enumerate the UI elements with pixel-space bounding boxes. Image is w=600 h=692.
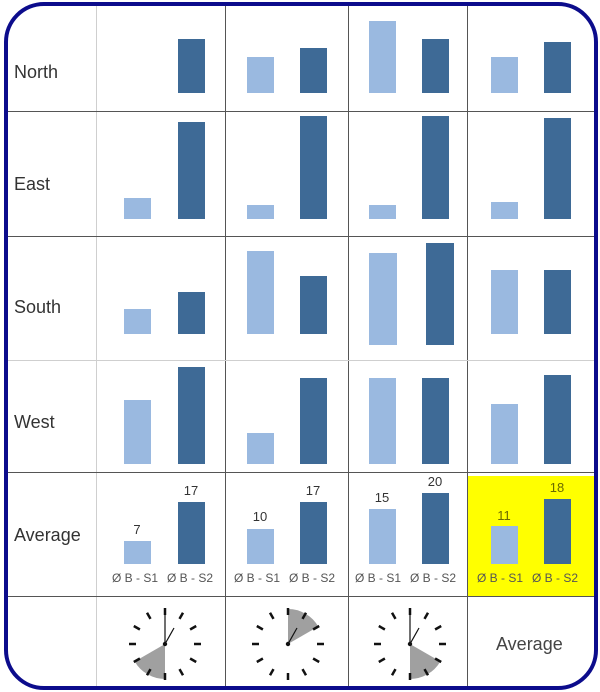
value-label-c3-s1: 15 xyxy=(374,490,390,505)
grid-line xyxy=(348,6,349,686)
grid-line xyxy=(8,236,594,237)
value-label-c2-s2: 17 xyxy=(305,483,321,498)
bar-east-c2-s2 xyxy=(300,116,327,219)
axis-label-c1-s2: Ø B - S2 xyxy=(167,571,214,585)
axis-label-c1-s1: Ø B - S1 xyxy=(112,571,159,585)
grid-line xyxy=(225,6,226,686)
row-label-west: West xyxy=(14,412,55,432)
bar-south-c4-s2 xyxy=(544,270,571,334)
bar-west-c2-s2 xyxy=(300,378,327,464)
grid-line xyxy=(8,111,594,112)
bar-average-c3-s1 xyxy=(369,509,396,564)
dashboard-frame: North East South West Average xyxy=(4,2,598,690)
grid-line xyxy=(467,6,468,686)
bar-south-c3-s2 xyxy=(426,243,454,345)
overall-average-highlight xyxy=(467,476,594,596)
bar-north-c1-s2 xyxy=(178,39,205,93)
axis-label-c3-s2: Ø B - S2 xyxy=(410,571,457,585)
bar-south-c1-s1 xyxy=(124,309,151,334)
bar-east-c3-s1 xyxy=(369,205,396,219)
grid-line xyxy=(96,6,97,686)
row-label-average: Average xyxy=(14,525,81,545)
grid-line xyxy=(8,596,594,597)
bar-north-c3-s1 xyxy=(369,21,396,93)
bar-north-c2-s1 xyxy=(247,57,274,93)
grid-line xyxy=(8,472,594,473)
bar-average-c3-s2 xyxy=(422,493,449,564)
bar-north-c3-s2 xyxy=(422,39,449,93)
value-label-c3-s2: 20 xyxy=(427,474,443,489)
bar-south-c4-s1 xyxy=(491,270,518,334)
clock-icon-period-1 xyxy=(129,608,201,680)
bar-east-c4-s1 xyxy=(491,202,518,219)
grid-line xyxy=(8,360,594,361)
value-label-c1-s1: 7 xyxy=(133,522,141,537)
bar-west-c1-s2 xyxy=(178,367,205,464)
value-label-c4-s2: 18 xyxy=(549,480,565,495)
bar-average-c4-s1 xyxy=(491,526,518,564)
bar-east-c4-s2 xyxy=(544,118,571,219)
bar-north-c4-s1 xyxy=(491,57,518,93)
clock-icon-period-3 xyxy=(374,608,446,680)
axis-label-c4-s2: Ø B - S2 xyxy=(532,571,579,585)
bar-average-c2-s1 xyxy=(247,529,274,564)
bar-east-c1-s2 xyxy=(178,122,205,219)
bar-average-c2-s2 xyxy=(300,502,327,564)
bar-south-c2-s1 xyxy=(247,251,274,334)
bar-north-c2-s2 xyxy=(300,48,327,93)
bar-south-c3-s1 xyxy=(369,253,397,345)
bar-west-c2-s1 xyxy=(247,433,274,464)
bar-south-c2-s2 xyxy=(300,276,327,334)
bar-east-c3-s2 xyxy=(422,116,449,219)
clock-icon-period-2 xyxy=(252,608,324,680)
bar-average-c1-s1 xyxy=(124,541,151,564)
small-multiples-grid: North East South West Average xyxy=(8,6,594,686)
value-label-c4-s1: 11 xyxy=(497,508,511,523)
bar-west-c4-s2 xyxy=(544,375,571,464)
bar-east-c2-s1 xyxy=(247,205,274,219)
column-label-average: Average xyxy=(496,634,563,654)
bar-average-c4-s2 xyxy=(544,499,571,564)
axis-label-c3-s1: Ø B - S1 xyxy=(355,571,402,585)
axis-label-c4-s1: Ø B - S1 xyxy=(477,571,524,585)
value-label-c1-s2: 17 xyxy=(183,483,199,498)
bar-east-c1-s1 xyxy=(124,198,151,219)
row-label-south: South xyxy=(14,297,62,317)
bar-south-c1-s2 xyxy=(178,292,205,334)
axis-label-c2-s2: Ø B - S2 xyxy=(289,571,336,585)
bar-west-c3-s2 xyxy=(422,378,449,464)
bar-west-c1-s1 xyxy=(124,400,151,464)
bar-west-c3-s1 xyxy=(369,378,396,464)
bar-average-c1-s2 xyxy=(178,502,205,564)
row-label-north: North xyxy=(14,62,59,82)
bar-west-c4-s1 xyxy=(491,404,518,464)
axis-label-c2-s1: Ø B - S1 xyxy=(234,571,281,585)
value-label-c2-s1: 10 xyxy=(252,509,268,524)
bar-north-c4-s2 xyxy=(544,42,571,93)
row-label-east: East xyxy=(14,174,51,194)
